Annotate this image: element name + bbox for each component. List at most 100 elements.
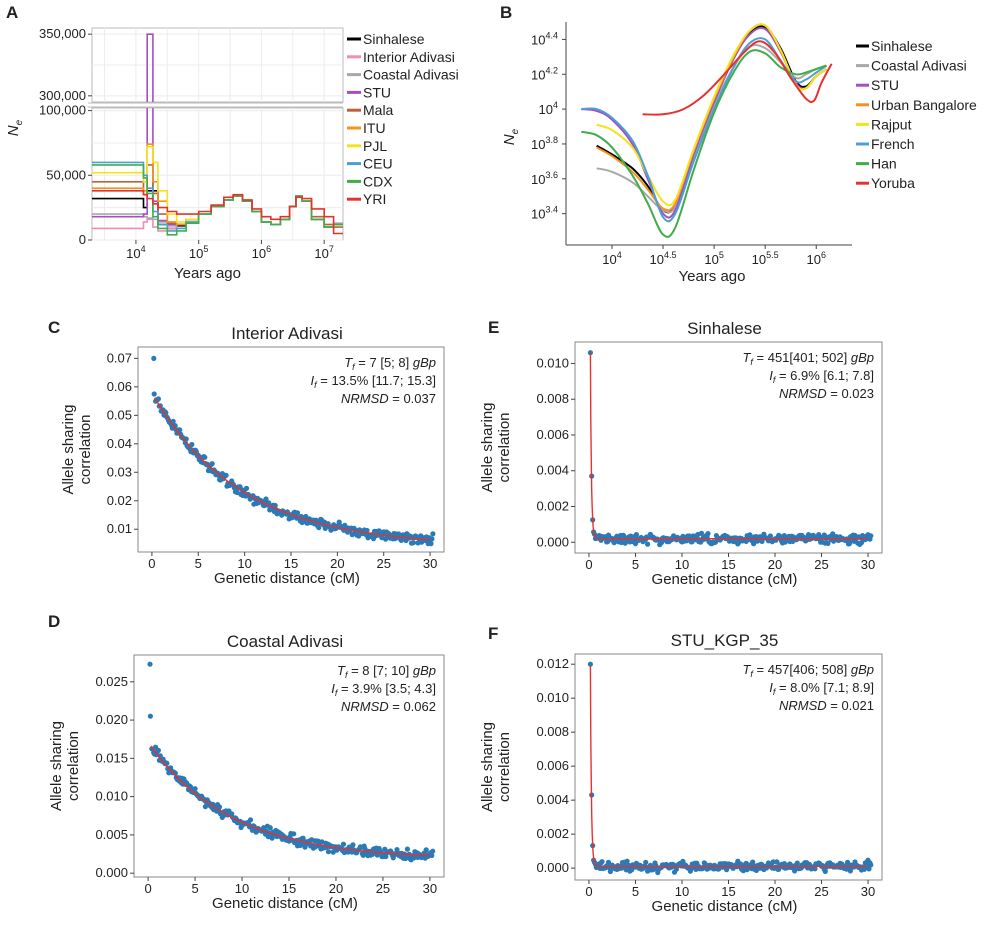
x-tick-label: 10 [237, 556, 251, 571]
y-tick-label: 0.06 [107, 379, 132, 394]
fit-line [150, 745, 430, 857]
y-tick-label: 0.01 [107, 521, 132, 536]
data-point [605, 859, 612, 865]
data-point [428, 541, 434, 547]
y-tick-label: 104 [539, 100, 558, 117]
y-tick-label: 0.015 [95, 750, 128, 765]
data-point [812, 866, 818, 872]
stat-if: If = 3.9% [3.5; 4.3] [331, 681, 436, 698]
lower-plot-area [91, 107, 344, 241]
data-point [364, 527, 370, 534]
y-tick-label: 0.004 [536, 463, 569, 478]
x-tick-label: 0 [148, 556, 155, 571]
legend-label-coastal-adivasi: Coastal Adivasi [871, 58, 967, 74]
data-point [263, 496, 269, 502]
x-tick-label: 104 [602, 250, 621, 267]
y-tick-label: 0.008 [536, 391, 569, 406]
x-tick-label: 15 [721, 557, 735, 572]
legend-label-ceu: CEU [363, 156, 393, 172]
series-line-coastal-adivasi [596, 43, 827, 214]
y-tick-label: 0.002 [536, 499, 569, 514]
x-axis-title: Years ago [174, 265, 241, 282]
y-tick-label: 0.010 [536, 355, 569, 370]
x-tick-label: 10 [235, 881, 249, 896]
y-tick-label: 104.4 [531, 30, 558, 47]
data-point [587, 661, 594, 667]
data-point [267, 825, 273, 831]
plot-title: STU_KGP_35 [671, 631, 779, 650]
y-axis-title-line2: correlation [496, 412, 513, 482]
y-tick-label: 0.004 [536, 792, 569, 807]
legend-label-yoruba: Yoruba [871, 175, 915, 191]
data-point [429, 536, 435, 542]
legend-label-yri: YRI [363, 191, 386, 207]
x-tick-label: 5 [195, 556, 202, 571]
x-tick-label: 10 [675, 557, 689, 572]
data-point [325, 849, 332, 855]
stat-nrmsd: NRMSD = 0.021 [779, 698, 874, 713]
data-point [410, 540, 416, 546]
stat-tf: Tf = 457[406; 508] gBp [742, 662, 874, 679]
data-point [430, 531, 436, 537]
data-point [423, 847, 429, 853]
y-axis-title-line2: correlation [496, 732, 513, 802]
legend-label-sinhalese: Sinhalese [363, 31, 425, 47]
data-point [243, 485, 250, 491]
y-tick-label: 103.8 [531, 135, 558, 152]
x-tick-label: 105.5 [752, 250, 779, 267]
x-tick-label: 25 [376, 881, 390, 896]
stat-if: If = 13.5% [11.7; 15.3] [310, 373, 436, 390]
panel-letter-e: E [488, 318, 499, 337]
x-tick-label: 15 [282, 881, 296, 896]
data-point [340, 841, 347, 847]
stat-nrmsd: NRMSD = 0.023 [779, 386, 874, 401]
y-tick-label: 0.012 [536, 656, 569, 671]
panel-letter-c: C [48, 318, 60, 337]
series-line-french [581, 37, 828, 223]
y-tick-label: 0 [79, 232, 86, 247]
data-point [705, 531, 711, 537]
stat-tf: Tf = 451[401; 502] gBp [742, 350, 874, 367]
data-point [624, 858, 630, 864]
x-tick-label: 105 [704, 250, 723, 267]
x-tick-label: 0 [585, 557, 592, 572]
y-tick-label: 0.006 [536, 758, 569, 773]
data-point [866, 866, 872, 872]
data-point [147, 661, 153, 667]
x-tick-label: 105 [189, 244, 208, 261]
x-axis-title: Genetic distance (cM) [212, 895, 358, 912]
data-point [794, 860, 800, 866]
y-tick-label: 0.07 [107, 350, 132, 365]
panel-letter-b: B [500, 3, 512, 22]
plot-title: Coastal Adivasi [227, 632, 343, 651]
x-axis-title: Years ago [678, 268, 745, 285]
y-axis-title: Ne [501, 128, 521, 145]
panel-e-sinhalese-scatter: Sinhalese 0 5 10 15 20 25 30 0.000 0.002 0.004 0.00… [479, 319, 883, 588]
y-tick-label: 100,000 [39, 103, 86, 118]
plot-title: Sinhalese [687, 319, 762, 338]
x-tick-label: 30 [861, 557, 875, 572]
panel-c-interior-adivasi-scatter: Interior Adivasi 0 5 10 15 20 25 30 0.01 0.02 0.03… [60, 324, 445, 587]
y-tick-label: 0.008 [536, 724, 569, 739]
panel-a-ne-step-chart: 300,000 350,000 0 50,000 100,000 104 105 106 107… [5, 26, 459, 282]
legend-label-sinhalese: Sinhalese [871, 38, 933, 54]
data-point [316, 525, 322, 531]
data-point [599, 859, 605, 865]
y-tick-label: 103.6 [531, 170, 558, 187]
data-point [272, 502, 278, 509]
data-point [336, 519, 342, 525]
legend-label-interior-adivasi: Interior Adivasi [363, 49, 455, 65]
panel-letter-a: A [6, 3, 18, 22]
data-point [151, 391, 157, 397]
stat-if: If = 6.9% [6.1; 7.8] [769, 368, 874, 385]
y-tick-label: 0.006 [536, 427, 569, 442]
data-point [209, 461, 215, 467]
x-tick-label: 5 [632, 557, 639, 572]
y-tick-label: 0.000 [95, 865, 128, 880]
x-axis-title: Genetic distance (cM) [652, 898, 798, 915]
y-tick-label: 0.03 [107, 464, 132, 479]
series-line-stu [581, 26, 828, 219]
x-tick-label: 0 [585, 884, 592, 899]
y-tick-label: 0.02 [107, 493, 132, 508]
